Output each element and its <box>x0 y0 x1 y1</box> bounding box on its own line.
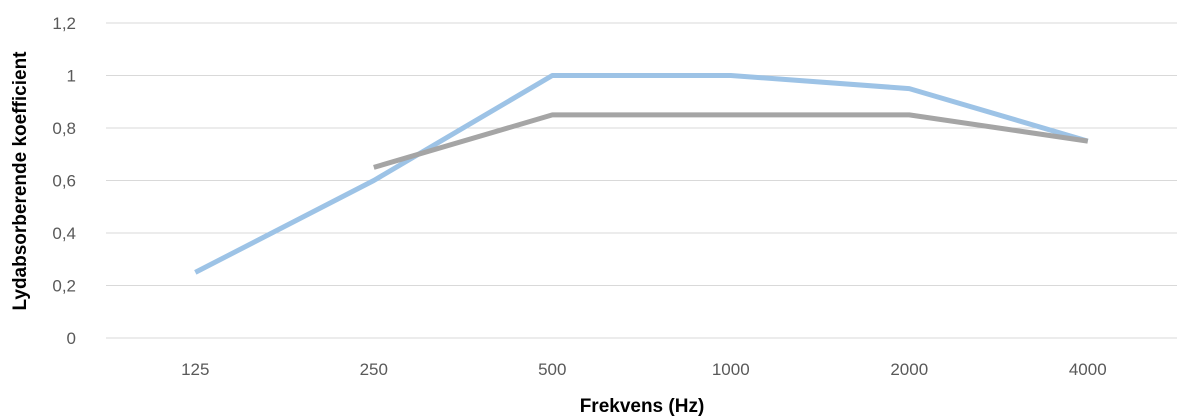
y-tick-label: 1,2 <box>52 14 76 33</box>
y-axis-title: Lydabsorberende koefficient <box>10 51 31 311</box>
x-tick-label: 500 <box>538 360 566 379</box>
series-line-1 <box>194 73 1089 275</box>
y-tick-label: 0,8 <box>52 119 76 138</box>
x-axis-ticks: 125 250 500 1000 2000 4000 <box>181 360 1107 379</box>
y-tick-label: 0,6 <box>52 172 76 191</box>
series-lines <box>194 73 1089 275</box>
x-tick-label: 250 <box>360 360 388 379</box>
y-axis-ticks: 0 0,2 0,4 0,6 0,8 1 1,2 <box>52 14 76 348</box>
x-tick-label: 1000 <box>712 360 750 379</box>
y-tick-label: 1 <box>67 67 76 86</box>
x-tick-label: 125 <box>181 360 209 379</box>
y-tick-label: 0 <box>67 329 76 348</box>
x-axis-title: Frekvens (Hz) <box>580 396 705 416</box>
x-tick-label: 4000 <box>1069 360 1107 379</box>
gridlines <box>106 22 1177 339</box>
y-tick-label: 0,2 <box>52 277 76 296</box>
y-tick-label: 0,4 <box>52 224 76 243</box>
x-tick-label: 2000 <box>890 360 928 379</box>
series-line-2 <box>373 112 1089 170</box>
